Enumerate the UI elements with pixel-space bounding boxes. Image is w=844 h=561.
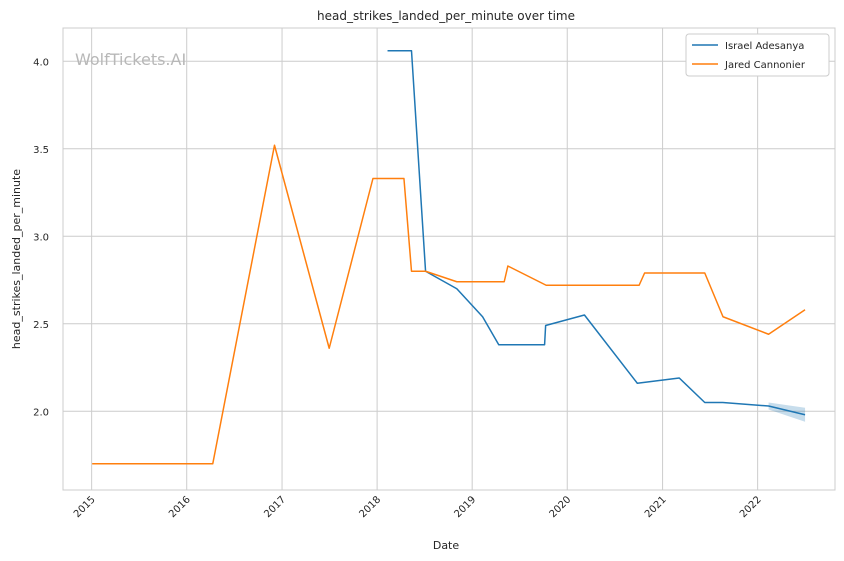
confidence-band-israel-adesanya	[768, 402, 806, 422]
series-lines	[92, 50, 806, 465]
y-tick-label-2.5: 2.5	[33, 320, 49, 331]
legend: Israel Adesanya Jared Cannonier	[685, 33, 830, 77]
legend-label-jared-cannonier: Jared Cannonier	[724, 60, 806, 71]
y-tick-label-2.0: 2.0	[33, 407, 49, 418]
confidence-band	[768, 402, 806, 422]
plot-area-frame	[62, 27, 836, 491]
series-line-israel-adesanya	[387, 50, 806, 416]
legend-label-israel-adesanya: Israel Adesanya	[725, 41, 804, 52]
y-tick-labels: 2.0 2.5 3.0 3.5 4.0	[33, 57, 49, 418]
x-axis-label: Date	[433, 539, 460, 552]
legend-box	[685, 33, 830, 77]
y-tick-label-4.0: 4.0	[33, 57, 49, 68]
chart-title: head_strikes_landed_per_minute over time	[317, 9, 575, 23]
series-line-jared-cannonier	[92, 144, 806, 465]
y-tick-label-3.0: 3.0	[33, 232, 49, 243]
y-tick-label-3.5: 3.5	[33, 145, 49, 156]
watermark: WolfTickets.AI	[75, 50, 186, 69]
y-axis-label: head_strikes_landed_per_minute	[10, 169, 23, 349]
